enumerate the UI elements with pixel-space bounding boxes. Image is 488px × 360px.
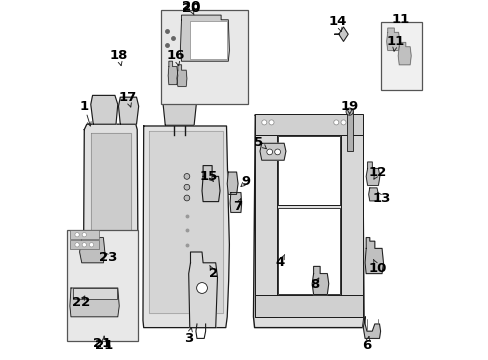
Polygon shape: [227, 172, 238, 194]
Text: 12: 12: [368, 166, 386, 179]
Polygon shape: [386, 28, 399, 50]
Circle shape: [346, 108, 352, 115]
Text: 2: 2: [209, 267, 218, 280]
Circle shape: [75, 233, 79, 237]
Polygon shape: [149, 131, 223, 313]
Polygon shape: [368, 188, 378, 201]
Polygon shape: [118, 97, 139, 124]
Circle shape: [183, 184, 189, 190]
Polygon shape: [366, 162, 379, 185]
Bar: [160, 10, 247, 104]
Polygon shape: [180, 15, 229, 61]
Text: 16: 16: [166, 49, 185, 62]
Circle shape: [340, 120, 346, 125]
Bar: [277, 208, 340, 294]
Polygon shape: [91, 95, 118, 124]
Polygon shape: [168, 61, 178, 85]
Text: 20: 20: [182, 0, 200, 13]
Text: 21: 21: [95, 339, 113, 352]
Polygon shape: [91, 133, 131, 302]
Bar: [340, 135, 363, 317]
Text: 8: 8: [309, 278, 319, 291]
Polygon shape: [83, 124, 138, 324]
Bar: [70, 230, 99, 239]
Circle shape: [268, 120, 273, 125]
Polygon shape: [163, 94, 196, 125]
Circle shape: [183, 195, 189, 201]
Circle shape: [274, 149, 280, 155]
Circle shape: [183, 174, 189, 179]
Circle shape: [75, 243, 79, 247]
Text: 20: 20: [182, 3, 200, 15]
Polygon shape: [311, 266, 328, 294]
Text: 15: 15: [199, 170, 217, 183]
Polygon shape: [230, 193, 241, 212]
Text: 9: 9: [241, 175, 250, 188]
Text: 5: 5: [254, 136, 263, 149]
Text: 23: 23: [99, 251, 118, 264]
Text: 3: 3: [183, 332, 193, 345]
Polygon shape: [260, 143, 285, 160]
Polygon shape: [142, 126, 229, 328]
Text: 1: 1: [80, 100, 89, 113]
Circle shape: [333, 120, 338, 125]
Polygon shape: [177, 65, 186, 86]
Bar: [73, 288, 117, 299]
Text: 11: 11: [386, 35, 404, 48]
Text: 13: 13: [371, 192, 390, 204]
Text: 6: 6: [362, 339, 371, 352]
Bar: [255, 135, 276, 317]
Text: 18: 18: [109, 49, 127, 62]
Bar: [277, 136, 340, 205]
Polygon shape: [397, 42, 410, 65]
Bar: [190, 21, 227, 59]
Circle shape: [89, 243, 94, 247]
Polygon shape: [334, 27, 347, 41]
Polygon shape: [202, 166, 220, 202]
Circle shape: [82, 233, 86, 237]
Bar: [255, 295, 363, 317]
Polygon shape: [87, 302, 136, 317]
Text: 21: 21: [93, 337, 111, 350]
Text: 19: 19: [340, 100, 358, 113]
Polygon shape: [80, 233, 104, 263]
Circle shape: [196, 283, 207, 293]
Text: 4: 4: [275, 256, 285, 269]
Text: 17: 17: [118, 91, 136, 104]
Polygon shape: [365, 238, 383, 274]
Polygon shape: [188, 252, 217, 328]
Text: 10: 10: [368, 262, 386, 275]
Bar: [70, 240, 99, 249]
Text: 14: 14: [328, 15, 346, 28]
Circle shape: [82, 243, 86, 247]
Bar: [255, 114, 363, 135]
Text: 11: 11: [391, 13, 409, 26]
Polygon shape: [253, 115, 363, 328]
Polygon shape: [70, 288, 119, 317]
Text: 7: 7: [232, 201, 242, 213]
Polygon shape: [363, 317, 380, 338]
Text: 22: 22: [71, 296, 90, 309]
Bar: [380, 22, 421, 90]
Circle shape: [261, 120, 266, 125]
Circle shape: [266, 149, 272, 155]
Bar: [67, 230, 138, 341]
Bar: [346, 110, 352, 151]
